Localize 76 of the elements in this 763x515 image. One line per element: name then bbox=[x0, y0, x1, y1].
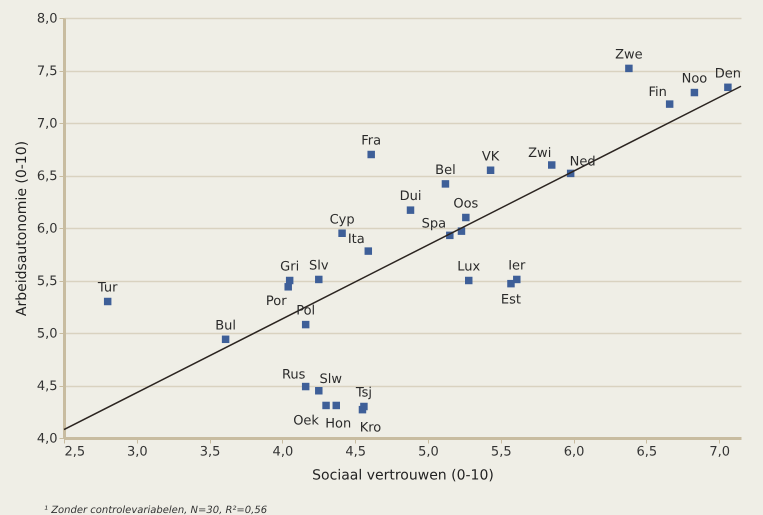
y-tick-label: 6,0 bbox=[36, 222, 58, 236]
point bbox=[302, 320, 310, 328]
y-tick-label: 8,0 bbox=[36, 12, 58, 26]
point bbox=[315, 387, 323, 394]
x-tick-label: 7,0 bbox=[709, 444, 730, 460]
point bbox=[406, 206, 414, 214]
point bbox=[338, 230, 346, 237]
y-tick-label: 4,0 bbox=[36, 432, 58, 446]
point bbox=[367, 150, 375, 158]
x-tick-label: 6,5 bbox=[636, 444, 658, 460]
point bbox=[284, 283, 292, 291]
annotation: Tur bbox=[96, 280, 118, 296]
x-tick-label: 2,5 bbox=[64, 444, 86, 460]
y-tick-label: 7,5 bbox=[36, 64, 58, 79]
point bbox=[666, 100, 674, 108]
y-tick-label: 5,0 bbox=[36, 326, 58, 342]
annotation: Gri bbox=[280, 260, 300, 274]
point bbox=[322, 402, 330, 410]
y-tick-label: 4,5 bbox=[36, 379, 58, 394]
x-tick-label: 6,0 bbox=[564, 444, 584, 460]
annotation: Zwi bbox=[528, 146, 552, 161]
annotation: Den bbox=[714, 66, 742, 82]
annotation: Slw bbox=[320, 372, 342, 387]
point bbox=[690, 88, 698, 96]
annotation: Ned bbox=[570, 154, 596, 170]
point bbox=[513, 276, 521, 284]
annotation: Oek bbox=[293, 413, 320, 428]
annotation: Ier bbox=[508, 258, 526, 274]
annotation: Bul bbox=[215, 318, 236, 334]
annotation: Ita bbox=[348, 232, 365, 248]
point bbox=[358, 406, 366, 414]
x-tick-label: 3,0 bbox=[126, 444, 148, 460]
point bbox=[222, 336, 230, 344]
point bbox=[104, 298, 112, 306]
annotation: Zwe bbox=[615, 47, 643, 62]
annotation: Cyp bbox=[330, 212, 355, 228]
point bbox=[625, 64, 633, 72]
annotation: Est bbox=[500, 292, 522, 308]
annotation: Pol bbox=[296, 304, 316, 319]
y-tick-label: 6,5 bbox=[36, 169, 58, 184]
annotation: Hon bbox=[325, 416, 352, 432]
x-tick-label: 4,5 bbox=[345, 444, 366, 460]
annotation: Oos bbox=[453, 196, 479, 212]
point bbox=[302, 382, 310, 390]
point bbox=[507, 280, 515, 288]
annotation: Kro bbox=[360, 420, 382, 436]
text: ¹ Zonder controlevariabelen, N=30, R²=0,56 bbox=[44, 505, 268, 515]
annotation: Slv bbox=[309, 258, 329, 274]
y-axis-title: Arbeidsautonomie (0-10) bbox=[14, 140, 30, 316]
annotation: Spa bbox=[422, 216, 446, 232]
annotation: Dui bbox=[400, 189, 422, 204]
annotation: VK bbox=[482, 149, 500, 164]
point bbox=[442, 180, 450, 188]
annotation: Tsj bbox=[354, 386, 372, 400]
annotation: Por bbox=[266, 294, 288, 309]
x-tick-label: 3,5 bbox=[200, 444, 220, 460]
annotation: Bel bbox=[435, 162, 456, 178]
x-tick-label: 5,5 bbox=[490, 444, 512, 460]
annotation: Fin bbox=[648, 85, 667, 100]
y-tick-label: 7,0 bbox=[36, 116, 58, 132]
annotation: Lux bbox=[457, 260, 481, 274]
point bbox=[364, 247, 372, 255]
annotation: Fra bbox=[361, 134, 382, 148]
annotation: Rus bbox=[282, 368, 306, 383]
y-tick-label: 5,5 bbox=[36, 274, 58, 289]
point bbox=[486, 166, 494, 174]
point bbox=[724, 84, 732, 92]
point bbox=[332, 402, 340, 410]
point bbox=[465, 276, 472, 284]
x-tick-label: 4,0 bbox=[272, 444, 294, 460]
point bbox=[548, 161, 556, 169]
x-tick-label: 5,0 bbox=[418, 444, 439, 460]
annotation: Noo bbox=[682, 72, 708, 87]
x-axis-title: Sociaal vertrouwen (0-10) bbox=[312, 468, 494, 484]
point bbox=[462, 214, 470, 222]
point bbox=[315, 276, 323, 284]
